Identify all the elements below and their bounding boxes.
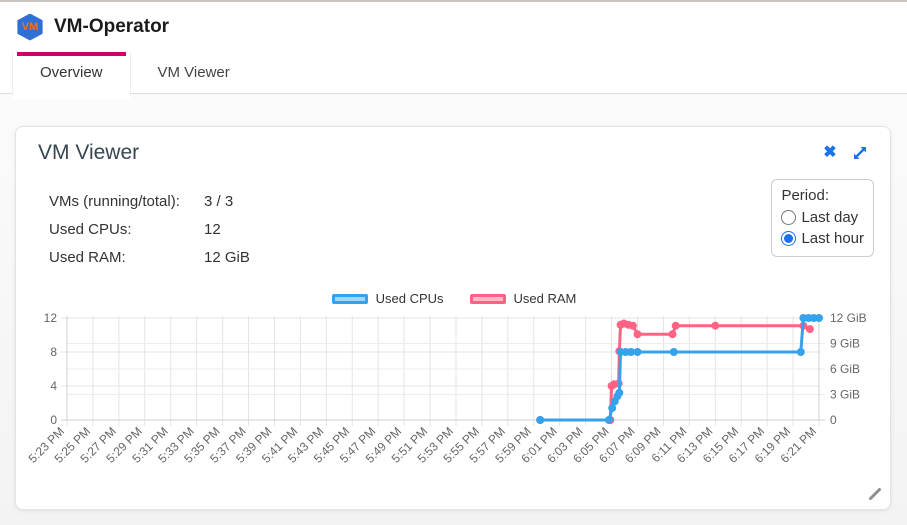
data-point <box>711 321 720 330</box>
period-selector: Period: Last day Last hour <box>771 179 874 257</box>
app-header: VM VM-Operator <box>0 2 907 52</box>
legend-label: Used RAM <box>513 291 577 306</box>
logo-text: VM <box>21 21 39 33</box>
app-title: VM-Operator <box>54 16 170 37</box>
stat-label: VMs (running/total): <box>49 192 180 210</box>
vm-viewer-card: VM Viewer ✖ VMs (running/total): 3 / 3 U… <box>15 126 891 510</box>
legend-label: Used CPUs <box>375 291 444 306</box>
card-title: VM Viewer <box>38 141 140 164</box>
last-hour-label: Last hour <box>801 230 864 247</box>
card-actions: ✖ <box>820 143 870 163</box>
usage-chart-canvas: 5:23 PM5:25 PM5:27 PM5:29 PM5:31 PM5:33 … <box>26 311 867 466</box>
expand-button[interactable] <box>850 143 870 163</box>
resize-handle-icon[interactable] <box>866 485 884 503</box>
right-axis-tick-label: 3 GiB <box>830 388 860 402</box>
stat-label: Used RAM: <box>49 248 126 266</box>
close-button[interactable]: ✖ <box>820 143 840 163</box>
data-point <box>805 325 814 334</box>
stat-value: 12 GiB <box>204 248 250 266</box>
stat-row-cpus: Used CPUs: 12 <box>49 215 250 243</box>
data-point <box>628 321 637 330</box>
stat-value: 3 / 3 <box>204 192 234 210</box>
usage-chart: 5:23 PM 5:25 PM 5:27 PM 5:29 PM 5:31 PM 5:33 … <box>24 303 884 487</box>
expand-icon <box>854 147 866 159</box>
right-axis-tick-label: 6 GiB <box>830 362 860 376</box>
data-point <box>615 388 624 397</box>
data-point <box>605 416 613 424</box>
stat-value: 12 <box>204 220 221 238</box>
vm-operator-logo-icon: VM <box>17 13 43 41</box>
left-axis-tick-label: 8 <box>50 345 57 359</box>
tab-vm-viewer[interactable]: VM Viewer <box>131 52 257 93</box>
period-label: Period: <box>781 187 829 204</box>
tab-overview[interactable]: Overview <box>12 52 131 99</box>
legend-swatch <box>469 293 506 304</box>
close-icon: ✖ <box>823 144 837 161</box>
last-day-label: Last day <box>801 209 859 226</box>
stats-list: VMs (running/total): 3 / 3 Used CPUs: 12… <box>49 187 250 271</box>
data-point <box>815 314 823 322</box>
stat-row-vms: VMs (running/total): 3 / 3 <box>49 187 250 215</box>
stat-label: Used CPUs: <box>49 220 132 238</box>
data-point <box>627 348 635 356</box>
data-point <box>796 348 805 356</box>
stat-row-ram: Used RAM: 12 GiB <box>49 243 250 271</box>
data-point <box>633 348 642 356</box>
last-hour-radio[interactable] <box>781 231 797 246</box>
data-point <box>668 330 677 339</box>
data-point <box>633 330 642 339</box>
data-point <box>671 321 680 330</box>
tab-overview-label: Overview <box>40 64 103 81</box>
left-axis-tick-label: 4 <box>50 379 57 393</box>
tab-bar: Overview VM Viewer <box>0 52 907 99</box>
tab-vm-viewer-label: VM Viewer <box>157 64 230 81</box>
period-option-last-hour[interactable]: Last hour <box>781 230 864 247</box>
chart-legend: Used CPUs Used RAM <box>24 291 884 306</box>
legend-swatch <box>331 293 368 304</box>
right-axis-tick-label: 0 <box>830 413 837 427</box>
left-axis-tick-label: 0 <box>50 413 57 427</box>
data-point <box>608 404 617 413</box>
last-day-radio[interactable] <box>781 210 797 225</box>
legend-item-used-cpus[interactable]: Used CPUs <box>331 291 444 306</box>
right-axis-tick-label: 9 GiB <box>830 337 860 351</box>
left-axis-tick-label: 12 <box>44 311 58 325</box>
series-line-used-ram <box>538 322 812 422</box>
page-content: VM Viewer ✖ VMs (running/total): 3 / 3 U… <box>0 94 907 525</box>
right-axis-tick-label: 12 GiB <box>830 311 867 325</box>
legend-item-used-ram[interactable]: Used RAM <box>469 291 577 306</box>
period-option-last-day[interactable]: Last day <box>781 209 864 226</box>
data-point <box>669 348 678 356</box>
data-point <box>536 416 545 424</box>
